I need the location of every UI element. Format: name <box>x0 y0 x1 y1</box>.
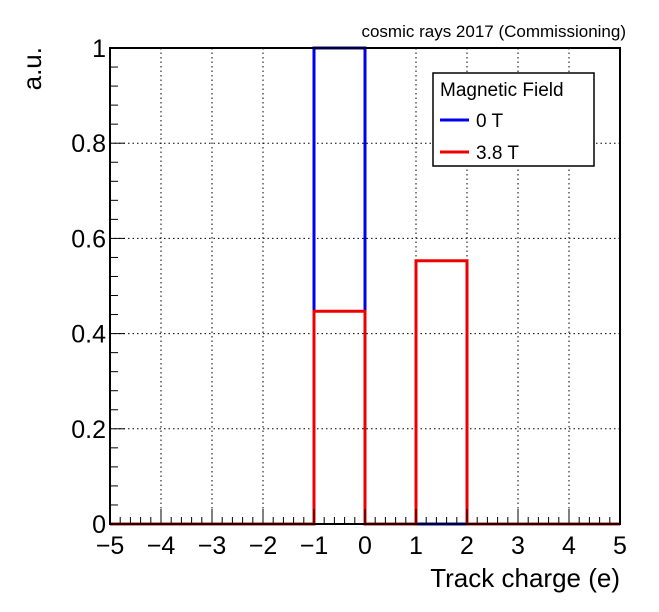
x-axis-label: Track charge (e) <box>430 563 620 593</box>
axis-ticks <box>109 47 621 525</box>
legend-title: Magnetic Field <box>440 80 564 101</box>
legend-label-1: 3.8 T <box>476 143 519 164</box>
x-tick-label: −2 <box>249 532 278 560</box>
y-tick-label: 0.8 <box>71 130 106 158</box>
x-tick-label: 2 <box>460 532 474 560</box>
x-tick-label: −1 <box>300 532 329 560</box>
x-tick-label: 1 <box>409 532 423 560</box>
y-tick-labels: 0 0.2 0.4 0.6 0.8 1 <box>71 35 106 539</box>
y-tick-label: 0.6 <box>71 225 106 253</box>
x-tick-label: 3 <box>511 532 525 560</box>
y-tick-label: 0.2 <box>71 416 106 444</box>
y-tick-label: 1 <box>92 35 106 63</box>
y-tick-label: 0.4 <box>71 321 106 349</box>
y-tick-label: 0 <box>92 511 106 539</box>
x-tick-label: 5 <box>613 532 627 560</box>
legend: Magnetic Field 0 T 3.8 T <box>432 72 595 167</box>
x-tick-label: −5 <box>96 532 125 560</box>
x-tick-label: −4 <box>147 532 176 560</box>
y-axis-label: a.u. <box>17 47 47 90</box>
legend-label-0: 0 T <box>476 111 504 132</box>
x-tick-labels: −5 −4 −3 −2 −1 0 1 2 3 4 5 <box>96 532 627 560</box>
x-tick-label: 4 <box>562 532 576 560</box>
x-tick-label: 0 <box>358 532 372 560</box>
x-tick-label: −3 <box>198 532 227 560</box>
chart-title: cosmic rays 2017 (Commissioning) <box>361 22 626 41</box>
